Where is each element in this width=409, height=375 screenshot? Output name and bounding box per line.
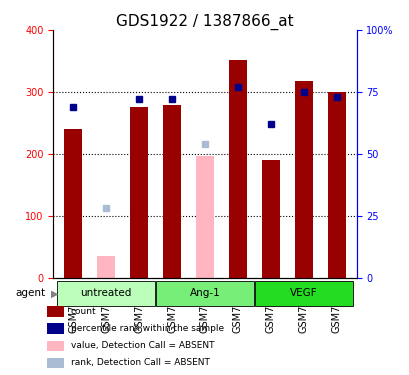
Bar [47,358,64,368]
Bar [64,129,82,278]
Bar [228,60,247,278]
Bar [97,256,115,278]
Text: count: count [70,307,96,316]
FancyBboxPatch shape [57,280,155,306]
Text: rank, Detection Call = ABSENT: rank, Detection Call = ABSENT [70,358,209,368]
Bar [327,92,345,278]
Bar [162,105,181,278]
FancyBboxPatch shape [156,280,253,306]
Text: VEGF: VEGF [290,288,317,298]
Bar [47,306,64,316]
Bar [130,107,148,278]
Bar [261,160,279,278]
Text: untreated: untreated [80,288,131,298]
Bar [47,340,64,351]
FancyBboxPatch shape [254,280,352,306]
Bar [196,156,213,278]
Bar [47,323,64,334]
Text: Ang-1: Ang-1 [189,288,220,298]
Bar [294,81,312,278]
Text: percentile rank within the sample: percentile rank within the sample [70,324,223,333]
Text: agent: agent [15,288,45,298]
Text: value, Detection Call = ABSENT: value, Detection Call = ABSENT [70,341,213,350]
Title: GDS1922 / 1387866_at: GDS1922 / 1387866_at [116,14,293,30]
Text: ▶: ▶ [51,288,58,298]
